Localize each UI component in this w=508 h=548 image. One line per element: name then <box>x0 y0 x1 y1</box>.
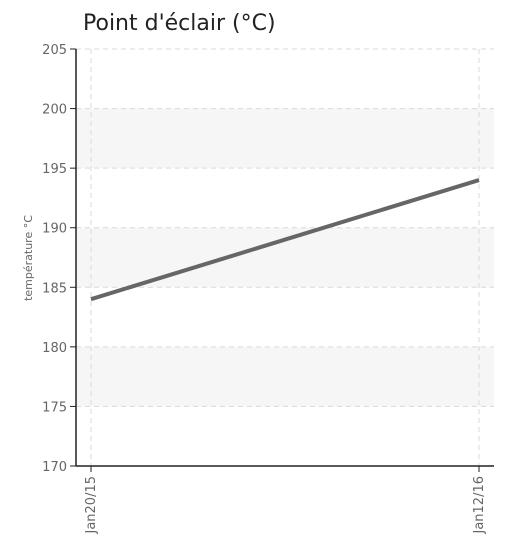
x-tick-label: Jan20/15 <box>84 476 99 535</box>
y-tick-label: 195 <box>42 162 67 177</box>
y-axis: 170 175 180 185 190 195 200 205 <box>42 43 77 475</box>
y-tick-label: 200 <box>42 103 67 118</box>
y-axis-label: température °C <box>22 215 35 301</box>
y-tick-label: 190 <box>42 222 67 237</box>
y-tick-label: 185 <box>42 281 67 296</box>
chart-title: Point d'éclair (°C) <box>83 11 276 36</box>
x-axis: Jan20/15 Jan12/16 <box>76 465 494 535</box>
y-tick-label: 175 <box>42 400 67 415</box>
y-tick-label: 180 <box>42 341 67 356</box>
vertical-gridlines <box>90 49 480 466</box>
series-line <box>90 178 480 302</box>
plot-band <box>76 108 494 169</box>
y-tick-label: 205 <box>42 43 67 58</box>
plot-bands <box>76 108 494 407</box>
plot-band <box>76 227 494 288</box>
horizontal-gridlines <box>76 48 494 407</box>
x-tick-label: Jan12/16 <box>472 476 487 535</box>
plot-band <box>76 346 494 407</box>
series-layer <box>90 178 480 302</box>
y-tick-label: 170 <box>42 460 67 475</box>
